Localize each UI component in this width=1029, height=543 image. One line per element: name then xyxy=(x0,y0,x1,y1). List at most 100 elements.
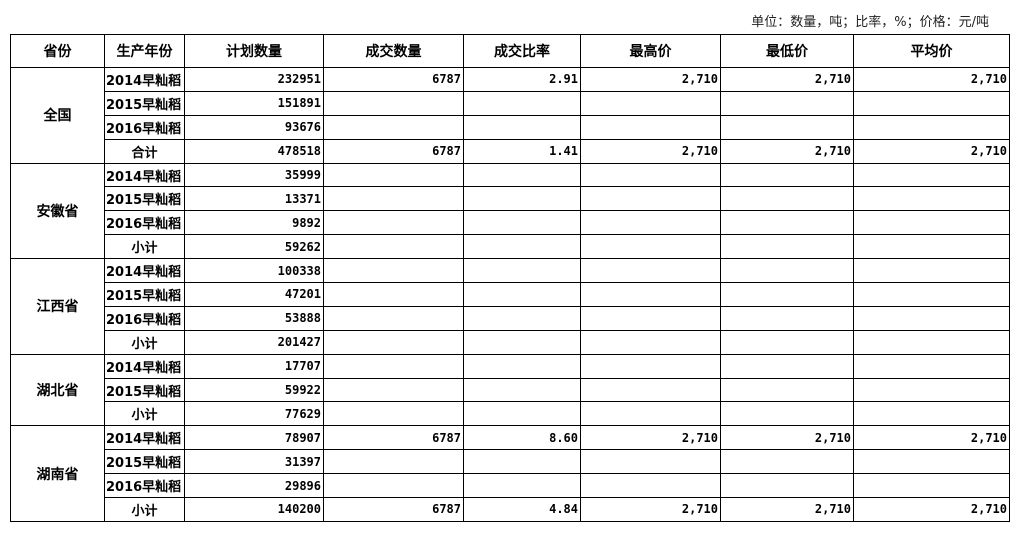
province-cell: 湖南省 xyxy=(10,425,105,522)
deal-ratio-cell: 2.91 xyxy=(463,67,581,92)
deal-quantity-cell: 6787 xyxy=(323,497,464,522)
deal-ratio-cell xyxy=(463,449,581,475)
average-price-cell xyxy=(853,162,1010,188)
highest-price-cell xyxy=(580,401,721,427)
auction-results-table: 省份 生产年份 计划数量 成交数量 成交比率 最高价 最低价 平均价 全国 2014早籼稻 232… xyxy=(10,34,1010,522)
planned-quantity-cell: 9892 xyxy=(184,210,324,236)
table-row: 2016早籼稻 53888 xyxy=(11,305,1010,331)
lowest-price-cell xyxy=(720,210,854,236)
average-price-cell: 2,710 xyxy=(853,497,1010,522)
deal-quantity-cell: 6787 xyxy=(323,67,464,92)
highest-price-cell: 2,710 xyxy=(580,138,721,164)
average-price-cell: 2,710 xyxy=(853,425,1010,451)
planned-quantity-cell: 59922 xyxy=(184,377,324,403)
production-year-cell: 2015早籼稻 xyxy=(104,377,185,403)
planned-quantity-cell: 17707 xyxy=(184,353,324,379)
header-deal-ratio: 成交比率 xyxy=(463,34,581,68)
lowest-price-cell xyxy=(720,162,854,188)
planned-quantity-cell: 140200 xyxy=(184,497,324,522)
planned-quantity-cell: 35999 xyxy=(184,162,324,188)
production-year-cell: 2016早籼稻 xyxy=(104,114,185,140)
table-row: 安徽省 2014早籼稻 35999 xyxy=(10,162,1010,260)
deal-quantity-cell: 6787 xyxy=(323,425,464,451)
production-year-cell: 2015早籼稻 xyxy=(104,449,185,475)
header-province: 省份 xyxy=(10,34,105,68)
deal-ratio-cell xyxy=(463,353,581,379)
production-year-cell: 2015早籼稻 xyxy=(104,186,185,212)
planned-quantity-cell: 53888 xyxy=(184,305,324,331)
production-year-cell: 2014早籼稻 xyxy=(104,162,185,188)
table-row: 江西省 2014早籼稻 100338 xyxy=(10,258,1010,355)
average-price-cell xyxy=(853,186,1010,212)
table-row: 2016早籼稻 9892 xyxy=(11,210,1010,236)
production-year-cell: 2016早籼稻 xyxy=(104,210,185,236)
deal-ratio-cell xyxy=(463,210,581,236)
table-row: 小计 140200 6787 4.84 2,710 2,710 2,710 xyxy=(11,497,1010,522)
deal-ratio-cell: 8.60 xyxy=(463,425,581,451)
deal-ratio-cell xyxy=(463,186,581,212)
production-year-cell: 2015早籼稻 xyxy=(104,90,185,116)
highest-price-cell: 2,710 xyxy=(580,497,721,522)
lowest-price-cell xyxy=(720,114,854,140)
lowest-price-cell xyxy=(720,329,854,355)
planned-quantity-cell: 478518 xyxy=(184,138,324,164)
table-row: 湖南省 2014早籼稻 78907 6787 8.60 2,710 2,710 2,710 xyxy=(10,425,1010,522)
deal-ratio-cell: 4.84 xyxy=(463,497,581,522)
lowest-price-cell: 2,710 xyxy=(720,67,854,92)
header-average-price: 平均价 xyxy=(853,34,1010,68)
province-cell: 安徽省 xyxy=(10,162,105,260)
province-cell: 湖北省 xyxy=(10,353,105,427)
lowest-price-cell: 2,710 xyxy=(720,425,854,451)
deal-quantity-cell xyxy=(323,186,464,212)
deal-ratio-cell xyxy=(463,377,581,403)
production-year-cell: 2014早籼稻 xyxy=(104,353,185,379)
average-price-cell xyxy=(853,234,1010,260)
deal-quantity-cell xyxy=(323,234,464,260)
deal-quantity-cell xyxy=(323,473,464,499)
lowest-price-cell xyxy=(720,186,854,212)
deal-quantity-cell xyxy=(323,162,464,188)
highest-price-cell xyxy=(580,282,721,307)
production-year-cell: 2016早籼稻 xyxy=(104,305,185,331)
deal-ratio-cell xyxy=(463,401,581,427)
average-price-cell xyxy=(853,90,1010,116)
table-row: 2015早籼稻 59922 xyxy=(11,377,1010,403)
table-row: 湖北省 2014早籼稻 17707 xyxy=(10,353,1010,427)
production-year-cell: 2014早籼稻 xyxy=(104,425,185,451)
table-row: 合计 478518 6787 1.41 2,710 2,710 2,710 xyxy=(11,138,1010,164)
highest-price-cell xyxy=(580,210,721,236)
planned-quantity-cell: 47201 xyxy=(184,282,324,307)
table-row: 小计 201427 xyxy=(11,329,1010,355)
lowest-price-cell xyxy=(720,258,854,284)
planned-quantity-cell: 31397 xyxy=(184,449,324,475)
deal-quantity-cell: 6787 xyxy=(323,138,464,164)
planned-quantity-cell: 201427 xyxy=(184,329,324,355)
deal-quantity-cell xyxy=(323,210,464,236)
table-row: 2015早籼稻 13371 xyxy=(11,186,1010,212)
highest-price-cell xyxy=(580,162,721,188)
planned-quantity-cell: 100338 xyxy=(184,258,324,284)
production-year-cell: 2014早籼稻 xyxy=(104,258,185,284)
highest-price-cell xyxy=(580,234,721,260)
lowest-price-cell xyxy=(720,90,854,116)
highest-price-cell xyxy=(580,90,721,116)
deal-quantity-cell xyxy=(323,377,464,403)
table-row: 2016早籼稻 93676 xyxy=(11,114,1010,140)
deal-quantity-cell xyxy=(323,329,464,355)
production-year-cell: 2015早籼稻 xyxy=(104,282,185,307)
production-year-cell: 小计 xyxy=(104,497,185,522)
lowest-price-cell: 2,710 xyxy=(720,138,854,164)
production-year-cell: 小计 xyxy=(104,329,185,355)
table-row: 2015早籼稻 47201 xyxy=(11,282,1010,307)
header-highest-price: 最高价 xyxy=(580,34,721,68)
table-row: 2015早籼稻 31397 xyxy=(11,449,1010,475)
average-price-cell xyxy=(853,210,1010,236)
deal-ratio-cell xyxy=(463,329,581,355)
lowest-price-cell xyxy=(720,282,854,307)
highest-price-cell xyxy=(580,186,721,212)
header-planned-quantity: 计划数量 xyxy=(184,34,324,68)
deal-ratio-cell xyxy=(463,282,581,307)
planned-quantity-cell: 29896 xyxy=(184,473,324,499)
header-deal-quantity: 成交数量 xyxy=(323,34,464,68)
highest-price-cell xyxy=(580,353,721,379)
